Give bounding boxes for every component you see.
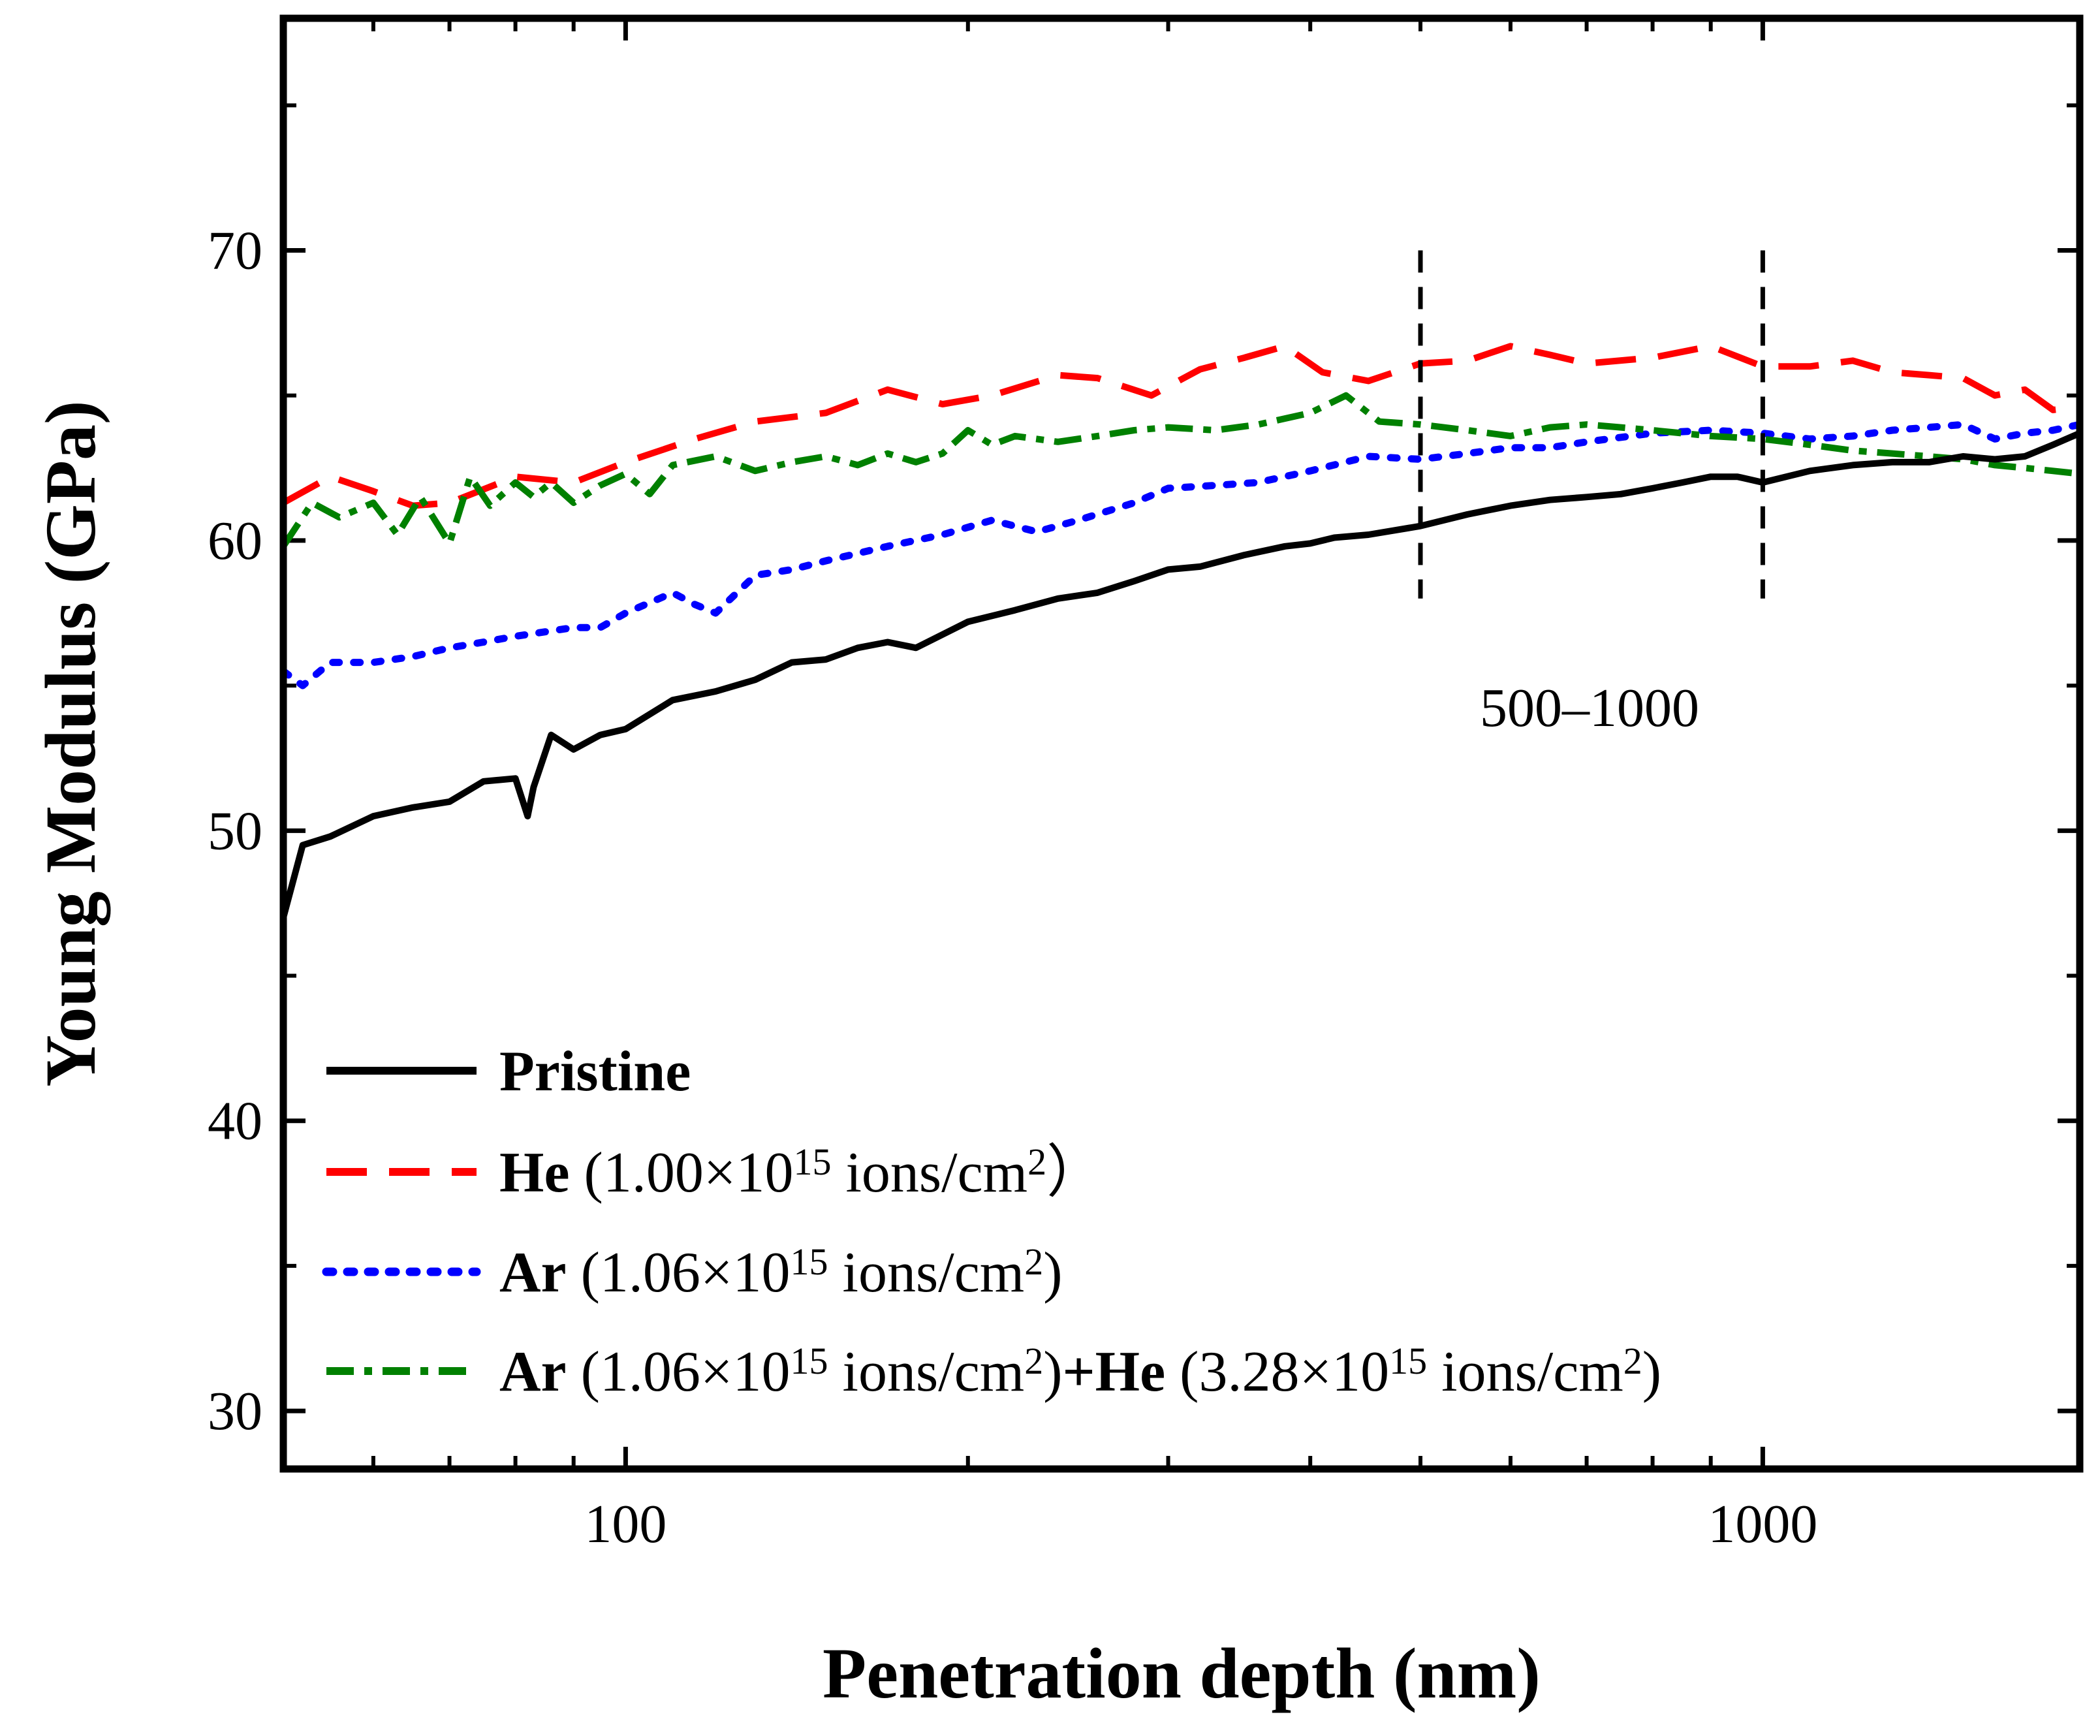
legend: Pristine He (1.00×1015 ions/cm2） Ar (1.06×… (322, 1040, 1661, 1404)
series-layer (283, 343, 2080, 919)
x-axis-title: Penetration depth (nm) (823, 1633, 1541, 1713)
y-tick-label: 70 (208, 221, 262, 281)
y-tick-label: 40 (208, 1091, 262, 1152)
series-line-1 (283, 343, 2080, 509)
y-axis-title: Young Modulus (GPa) (31, 400, 110, 1086)
annotation-layer (1418, 250, 1765, 599)
legend-label-3: Ar (1.06×1015 ions/cm2)+He (3.28×1015 io… (499, 1340, 1661, 1404)
legend-label-1: He (1.00×1015 ions/cm2） (499, 1141, 1104, 1205)
series-line-0 (283, 430, 2080, 919)
y-tick-label: 60 (208, 511, 262, 571)
legend-label-0: Pristine (499, 1040, 691, 1103)
legend-label-2: Ar (1.06×1015 ions/cm2) (499, 1240, 1063, 1304)
range-annotation-label: 500–1000 (1480, 678, 1699, 738)
y-tick-label: 50 (208, 800, 262, 861)
tick-labels: 30 40 50 60 70 100 1000 (208, 221, 1817, 1555)
x-tick-label: 1000 (1708, 1494, 1817, 1555)
plot-frame (279, 14, 2084, 1473)
series-line-3 (283, 392, 2080, 548)
x-tick-label: 100 (584, 1494, 666, 1555)
series-line-2 (283, 420, 2080, 689)
y-tick-label: 30 (208, 1381, 262, 1442)
